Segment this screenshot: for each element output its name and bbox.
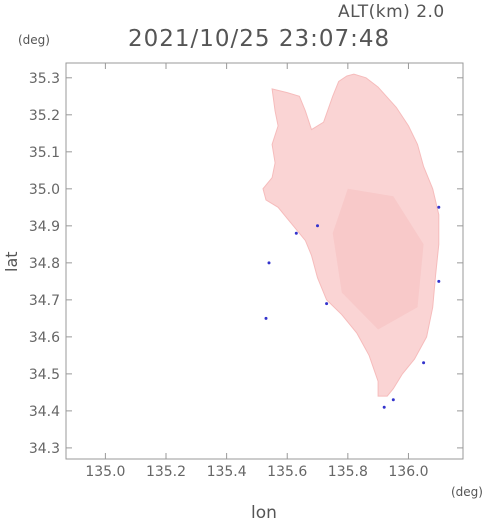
y-tick-label-0: 34.3 xyxy=(29,441,60,457)
edge-sample-6 xyxy=(391,398,395,402)
y-tick-label-3: 34.6 xyxy=(29,330,60,346)
edge-sample-4 xyxy=(325,302,329,306)
y-tick-label-8: 35.1 xyxy=(29,145,60,161)
x-tick-label-4: 135.8 xyxy=(328,464,368,480)
y-tick-label-7: 35.0 xyxy=(29,182,60,198)
y-tick-label-2: 34.5 xyxy=(29,367,60,383)
x-axis-label: lon xyxy=(251,503,277,523)
chart-title-timestamp: 2021/10/25 23:07:48 xyxy=(128,26,391,52)
altitude-label: ALT(km) 2.0 xyxy=(338,2,445,22)
edge-sample-2 xyxy=(294,231,298,235)
y-tick-label-1: 34.4 xyxy=(29,404,60,420)
y-tick-label-4: 34.7 xyxy=(29,293,60,309)
x-tick-label-2: 135.4 xyxy=(207,464,247,480)
edge-sample-8 xyxy=(437,205,441,209)
x-tick-label-0: 135.0 xyxy=(85,464,125,480)
edge-sample-1 xyxy=(264,316,268,320)
edge-sample-7 xyxy=(422,361,426,365)
edge-sample-3 xyxy=(316,224,319,228)
edge-sample-9 xyxy=(437,279,441,283)
y-axis-unit: (deg) xyxy=(18,33,50,47)
y-tick-label-5: 34.8 xyxy=(29,256,60,272)
plot-frame xyxy=(65,62,464,460)
x-tick-label-1: 135.2 xyxy=(146,464,186,480)
data-field xyxy=(262,73,440,397)
y-tick-label-9: 35.2 xyxy=(29,108,60,124)
y-tick-label-10: 35.3 xyxy=(29,71,60,87)
x-axis-unit: (deg) xyxy=(451,485,483,499)
edge-sample-5 xyxy=(382,405,386,409)
data-field-core xyxy=(332,188,424,330)
y-tick-label-6: 34.9 xyxy=(29,219,60,235)
edge-sample-0 xyxy=(267,261,271,265)
x-tick-label-5: 136.0 xyxy=(388,464,428,480)
x-tick-label-3: 135.6 xyxy=(267,464,307,480)
